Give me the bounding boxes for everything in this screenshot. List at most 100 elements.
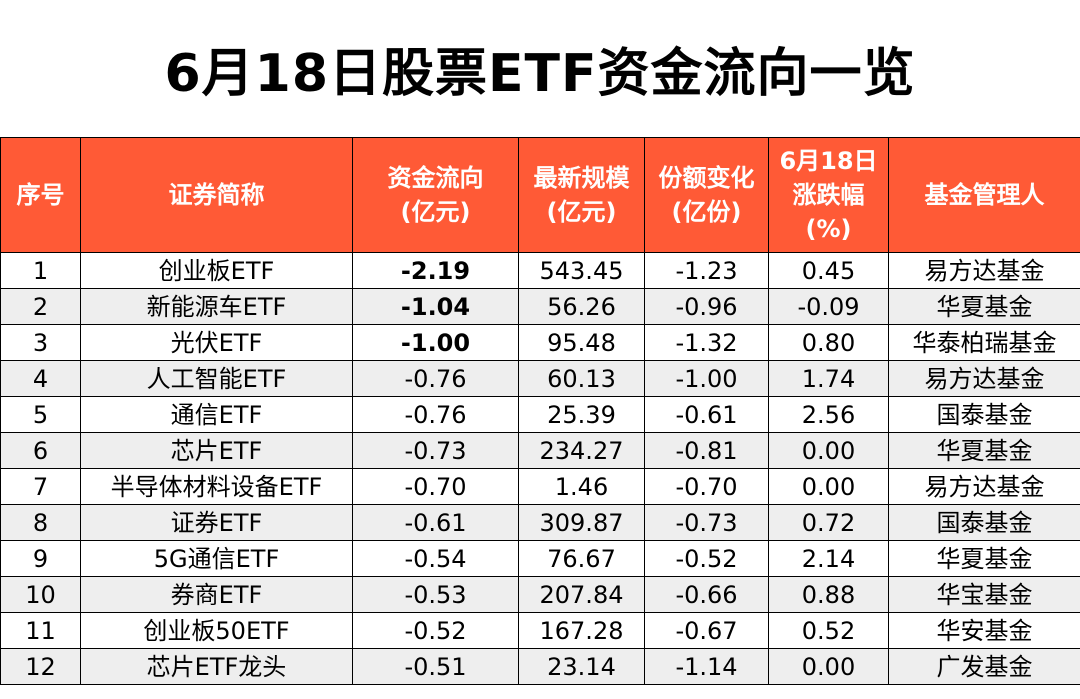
etf-flow-table: 序号 证券简称 资金流向 (亿元) 最新规模 (亿元) 份额变化 (亿份): [0, 137, 1080, 685]
latest-scale-cell: 207.84: [518, 576, 645, 613]
price-change-cell: -0.09: [768, 288, 889, 325]
fund-flow-cell: -0.76: [352, 396, 519, 433]
security-name-cell: 证券ETF: [80, 504, 353, 541]
share-change-cell: -0.96: [644, 288, 769, 325]
fund-manager-cell: 华夏基金: [888, 288, 1080, 325]
price-change-cell: 2.14: [768, 540, 889, 577]
table-row: 9 5G通信ETF -0.54 76.67 -0.52 2.14 华夏基金: [0, 540, 1080, 577]
price-change-cell: 0.88: [768, 576, 889, 613]
fund-flow-cell: -0.61: [352, 504, 519, 541]
price-change-cell: 0.00: [768, 648, 889, 685]
table-row: 1 创业板ETF -2.19 543.45 -1.23 0.45 易方达基金: [0, 252, 1080, 289]
security-name-cell: 新能源车ETF: [80, 288, 353, 325]
table-row: 4 人工智能ETF -0.76 60.13 -1.00 1.74 易方达基金: [0, 360, 1080, 397]
fund-manager-cell: 国泰基金: [888, 396, 1080, 433]
fund-manager-cell: 易方达基金: [888, 468, 1080, 505]
latest-scale-cell: 234.27: [518, 432, 645, 469]
share-change-cell: -0.70: [644, 468, 769, 505]
row-number-cell: 8: [0, 504, 81, 541]
latest-scale-cell: 167.28: [518, 612, 645, 649]
table-header-row: 序号 证券简称 资金流向 (亿元) 最新规模 (亿元) 份额变化 (亿份): [0, 137, 1080, 253]
share-change-cell: -1.00: [644, 360, 769, 397]
share-change-cell: -1.14: [644, 648, 769, 685]
share-change-cell: -0.61: [644, 396, 769, 433]
latest-scale-cell: 76.67: [518, 540, 645, 577]
fund-manager-cell: 易方达基金: [888, 360, 1080, 397]
fund-manager-cell: 华安基金: [888, 612, 1080, 649]
row-number-cell: 10: [0, 576, 81, 613]
row-number-cell: 2: [0, 288, 81, 325]
fund-flow-cell: -0.73: [352, 432, 519, 469]
table-row: 5 通信ETF -0.76 25.39 -0.61 2.56 国泰基金: [0, 396, 1080, 433]
security-name-cell: 光伏ETF: [80, 324, 353, 361]
share-change-cell: -1.23: [644, 252, 769, 289]
table-row: 6 芯片ETF -0.73 234.27 -0.81 0.00 华夏基金: [0, 432, 1080, 469]
fund-manager-cell: 华夏基金: [888, 540, 1080, 577]
share-change-cell: -0.52: [644, 540, 769, 577]
fund-flow-cell: -0.76: [352, 360, 519, 397]
row-number-cell: 12: [0, 648, 81, 685]
price-change-cell: 0.80: [768, 324, 889, 361]
fund-flow-cell: -0.51: [352, 648, 519, 685]
security-name-cell: 人工智能ETF: [80, 360, 353, 397]
row-number-cell: 11: [0, 612, 81, 649]
share-change-cell: -0.67: [644, 612, 769, 649]
fund-flow-cell: -0.70: [352, 468, 519, 505]
price-change-cell: 0.00: [768, 432, 889, 469]
fund-flow-cell: -0.54: [352, 540, 519, 577]
table-row: 2 新能源车ETF -1.04 56.26 -0.96 -0.09 华夏基金: [0, 288, 1080, 325]
fund-flow-cell: -0.53: [352, 576, 519, 613]
header-share-change: 份额变化 (亿份): [644, 137, 769, 253]
fund-flow-cell: -1.04: [352, 288, 519, 325]
table-row: 10 券商ETF -0.53 207.84 -0.66 0.88 华宝基金: [0, 576, 1080, 613]
security-name-cell: 券商ETF: [80, 576, 353, 613]
header-manager: 基金管理人: [888, 137, 1080, 253]
fund-manager-cell: 易方达基金: [888, 252, 1080, 289]
share-change-cell: -0.66: [644, 576, 769, 613]
fund-flow-cell: -2.19: [352, 252, 519, 289]
price-change-cell: 0.72: [768, 504, 889, 541]
share-change-cell: -0.73: [644, 504, 769, 541]
fund-manager-cell: 国泰基金: [888, 504, 1080, 541]
header-no: 序号: [0, 137, 81, 253]
price-change-cell: 0.00: [768, 468, 889, 505]
price-change-cell: 0.45: [768, 252, 889, 289]
security-name-cell: 芯片ETF龙头: [80, 648, 353, 685]
fund-manager-cell: 华夏基金: [888, 432, 1080, 469]
security-name-cell: 创业板50ETF: [80, 612, 353, 649]
row-number-cell: 5: [0, 396, 81, 433]
page-title: 6月18日股票ETF资金流向一览: [164, 44, 916, 104]
latest-scale-cell: 60.13: [518, 360, 645, 397]
table-row: 3 光伏ETF -1.00 95.48 -1.32 0.80 华泰柏瑞基金: [0, 324, 1080, 361]
latest-scale-cell: 1.46: [518, 468, 645, 505]
fund-flow-cell: -1.00: [352, 324, 519, 361]
price-change-cell: 0.52: [768, 612, 889, 649]
header-name: 证券简称: [80, 137, 353, 253]
latest-scale-cell: 56.26: [518, 288, 645, 325]
row-number-cell: 1: [0, 252, 81, 289]
share-change-cell: -1.32: [644, 324, 769, 361]
table-row: 8 证券ETF -0.61 309.87 -0.73 0.72 国泰基金: [0, 504, 1080, 541]
table-row: 7 半导体材料设备ETF -0.70 1.46 -0.70 0.00 易方达基金: [0, 468, 1080, 505]
row-number-cell: 3: [0, 324, 81, 361]
header-price-change: 6月18日 涨跌幅 (%): [768, 137, 889, 253]
security-name-cell: 芯片ETF: [80, 432, 353, 469]
fund-manager-cell: 华宝基金: [888, 576, 1080, 613]
latest-scale-cell: 543.45: [518, 252, 645, 289]
header-scale: 最新规模 (亿元): [518, 137, 645, 253]
security-name-cell: 通信ETF: [80, 396, 353, 433]
row-number-cell: 9: [0, 540, 81, 577]
header-flow: 资金流向 (亿元): [352, 137, 519, 253]
share-change-cell: -0.81: [644, 432, 769, 469]
table-row: 12 芯片ETF龙头 -0.51 23.14 -1.14 0.00 广发基金: [0, 648, 1080, 685]
latest-scale-cell: 25.39: [518, 396, 645, 433]
price-change-cell: 1.74: [768, 360, 889, 397]
row-number-cell: 6: [0, 432, 81, 469]
security-name-cell: 5G通信ETF: [80, 540, 353, 577]
row-number-cell: 7: [0, 468, 81, 505]
price-change-cell: 2.56: [768, 396, 889, 433]
table-row: 11 创业板50ETF -0.52 167.28 -0.67 0.52 华安基金: [0, 612, 1080, 649]
latest-scale-cell: 95.48: [518, 324, 645, 361]
fund-manager-cell: 华泰柏瑞基金: [888, 324, 1080, 361]
